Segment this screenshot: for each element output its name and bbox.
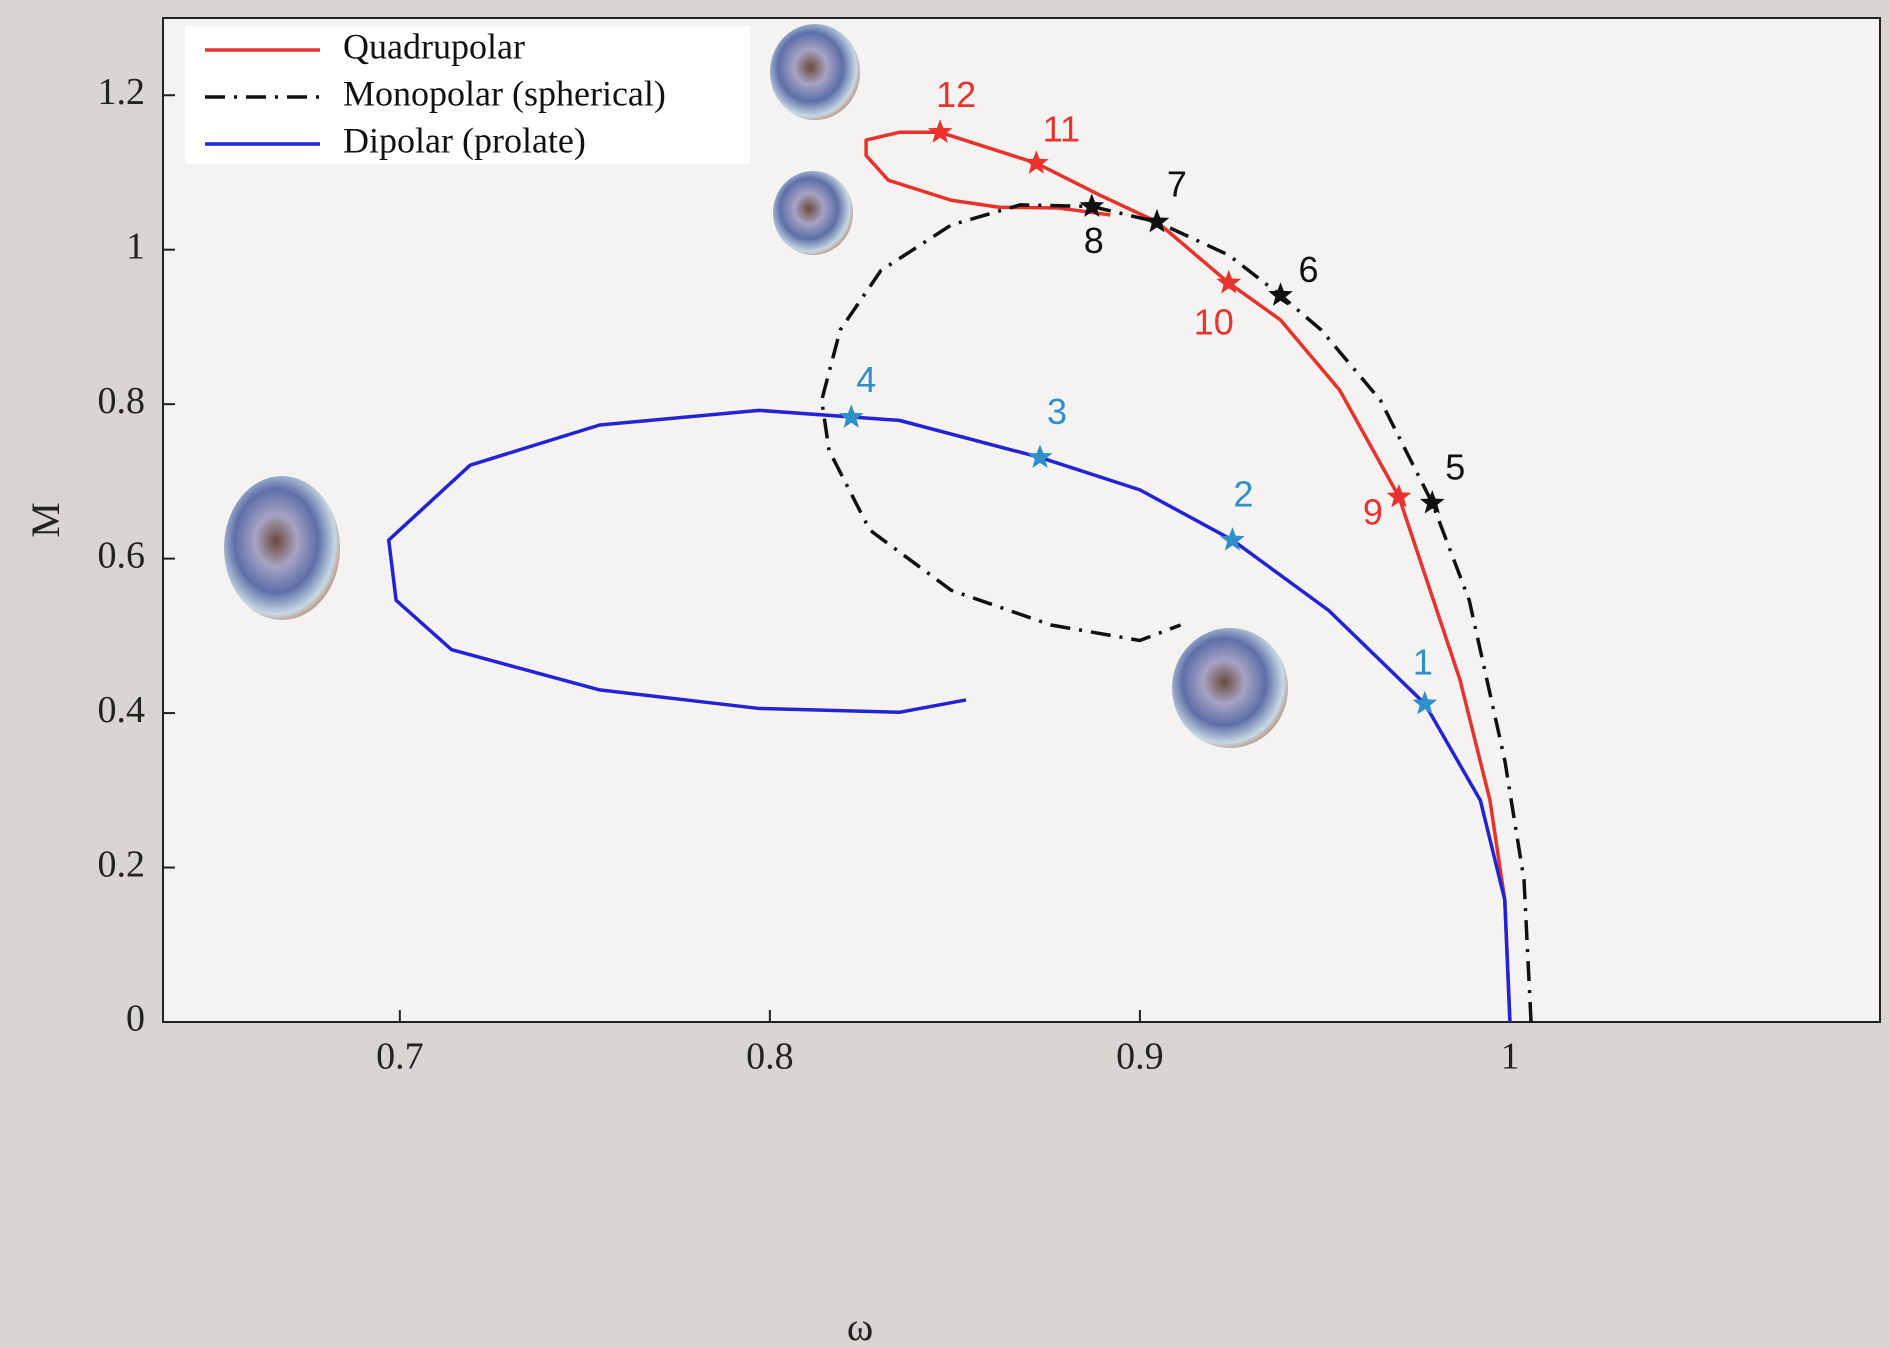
shape-icon — [224, 476, 340, 620]
x-tick-label: 1 — [1500, 1036, 1519, 1078]
x-axis-label: ω — [847, 1304, 873, 1348]
marker-label: 5 — [1445, 447, 1465, 488]
legend-label: Dipolar (prolate) — [343, 120, 586, 160]
chart: ω M 0.70.80.9100.20.40.60.811.2123456789… — [0, 0, 1890, 1348]
marker-label: 1 — [1413, 641, 1433, 682]
marker-label: 3 — [1047, 391, 1067, 432]
page: {"chart_data": {"type": "line", "x_label… — [0, 0, 1890, 1348]
shape-icon — [773, 171, 853, 255]
legend-label: Quadrupolar — [343, 26, 525, 66]
legend: Quadrupolar Monopolar (spherical) Dipolar … — [185, 26, 750, 164]
marker-label: 9 — [1363, 491, 1383, 532]
y-tick-label: 0.6 — [98, 534, 146, 576]
y-tick-label: 0.4 — [98, 689, 146, 731]
shape-icon — [770, 24, 860, 120]
y-tick-label: 0 — [126, 998, 145, 1040]
plot-area — [163, 18, 1880, 1022]
y-tick-label: 0.8 — [98, 380, 146, 422]
y-tick-label: 1 — [126, 225, 145, 267]
marker-label: 2 — [1233, 474, 1253, 515]
marker-label: 6 — [1299, 249, 1319, 290]
marker-label: 4 — [856, 359, 876, 400]
marker-label: 7 — [1167, 163, 1187, 204]
marker-label: 11 — [1043, 109, 1080, 150]
marker-label: 10 — [1194, 301, 1234, 342]
shape-icon — [1172, 628, 1288, 748]
marker-label: 8 — [1084, 220, 1104, 261]
marker-label: 12 — [936, 74, 976, 115]
y-tick-label: 0.2 — [98, 843, 146, 885]
x-tick-label: 0.8 — [746, 1036, 794, 1078]
y-axis-label: M — [23, 502, 68, 538]
y-tick-label: 1.2 — [98, 71, 146, 113]
x-tick-label: 0.7 — [376, 1036, 424, 1078]
legend-label: Monopolar (spherical) — [343, 73, 666, 113]
x-tick-label: 0.9 — [1116, 1036, 1164, 1078]
